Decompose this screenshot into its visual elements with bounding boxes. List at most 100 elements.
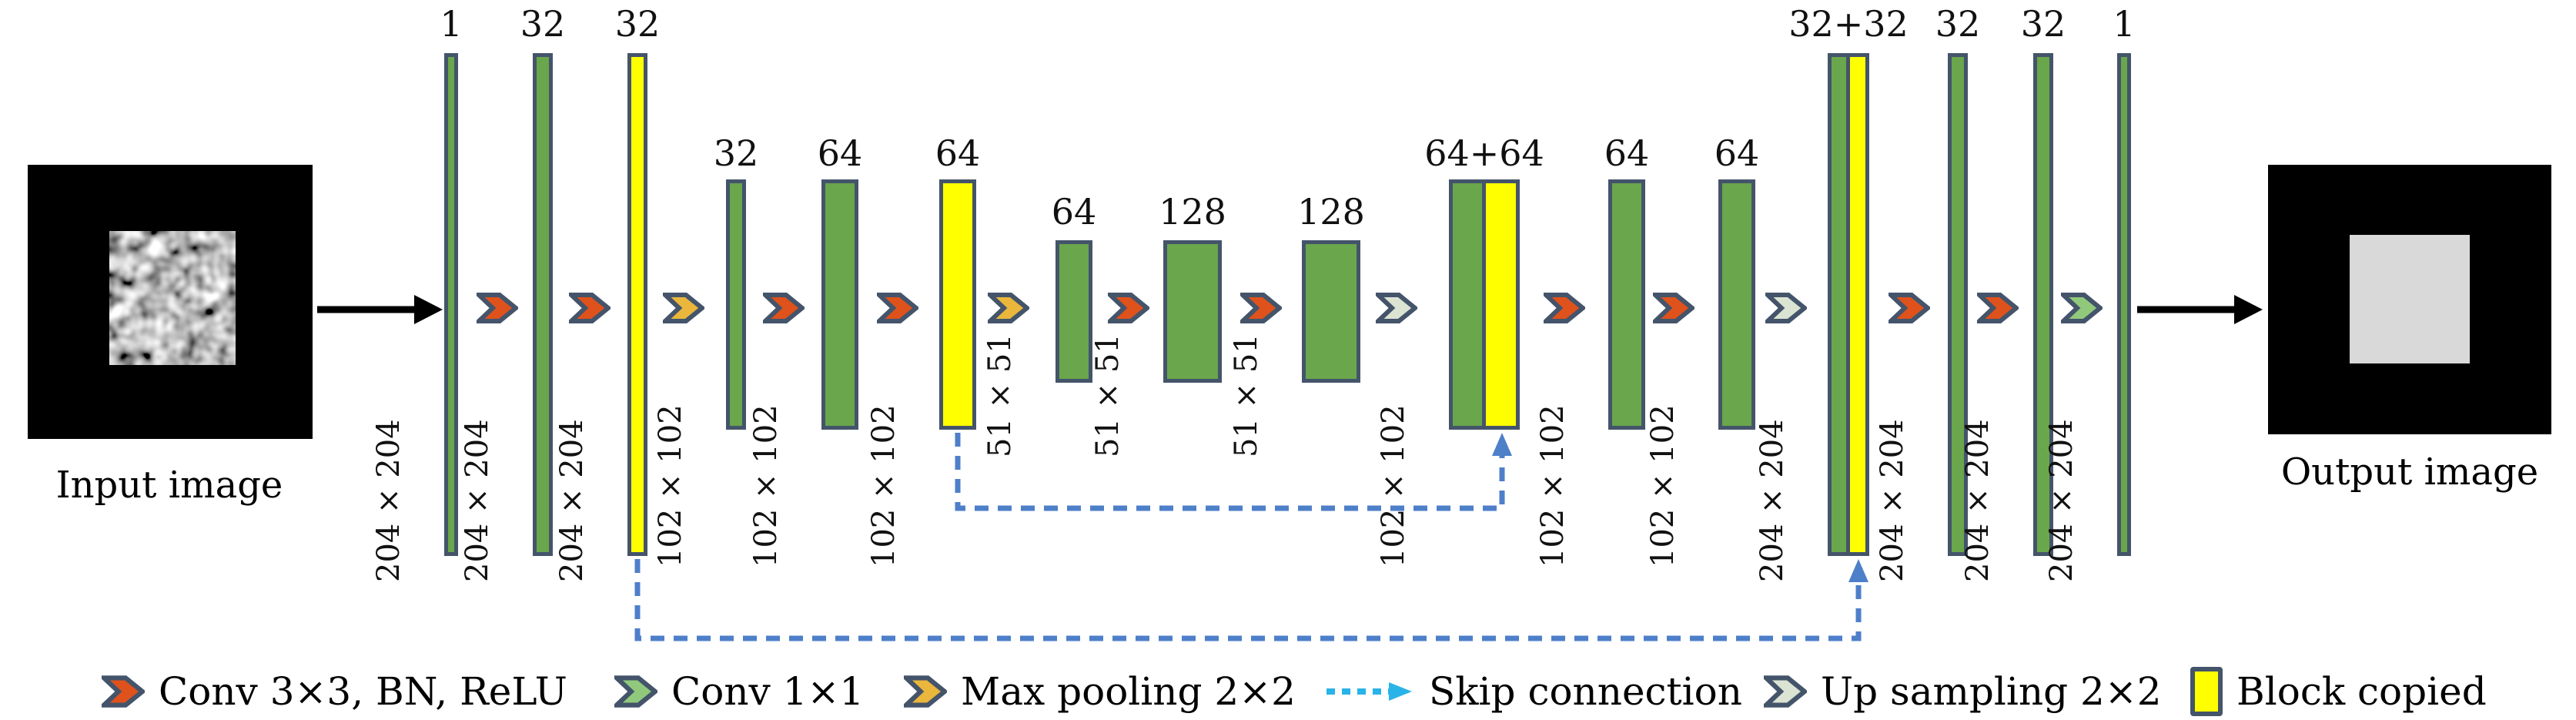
output-caption: Output image <box>2280 450 2539 494</box>
feature-map-bar <box>1163 240 1222 383</box>
channel-count-label: 32 <box>1935 3 1981 45</box>
feature-map-bar <box>1718 179 1755 430</box>
concat-copied-half <box>1847 53 1869 556</box>
channel-count-label: 1 <box>2113 3 2136 45</box>
conv3-chevron-icon <box>1889 293 1930 323</box>
channel-count-label: 64 <box>817 132 863 174</box>
conv3-chevron-icon <box>1240 293 1282 323</box>
concat-conv-half <box>1449 179 1486 430</box>
feature-map-bar <box>1055 240 1092 383</box>
channel-count-label: 32 <box>713 132 759 174</box>
input-image <box>28 165 313 439</box>
concat-conv-half <box>1828 53 1850 556</box>
spatial-size-label: 102 × 102 <box>1376 404 1411 568</box>
conv1-chevron-icon <box>2061 293 2103 323</box>
spatial-size-label: 204 × 204 <box>1960 419 1996 582</box>
maxpool-op <box>663 293 704 323</box>
maxpool-chevron-icon <box>663 293 704 323</box>
conv3-op <box>1977 293 2019 323</box>
feature-map-bar <box>2033 53 2053 556</box>
legend-label: Max pooling 2×2 <box>961 669 1296 714</box>
upsample-legend-swatch <box>1764 675 1807 708</box>
conv1-op <box>2061 293 2103 323</box>
input-caption: Input image <box>55 464 283 507</box>
maxpool-op <box>988 293 1029 323</box>
skip-arrowhead-icon <box>1848 559 1868 582</box>
maxpool-chevron-icon <box>988 293 1029 323</box>
conv3-chevron-icon <box>763 293 805 323</box>
channel-count-label: 32+32 <box>1788 3 1909 45</box>
conv3-chevron-icon <box>102 675 145 708</box>
channel-count-label: 32 <box>614 3 661 45</box>
channel-count-label: 64 <box>1051 191 1097 233</box>
spatial-size-label: 102 × 102 <box>866 404 902 568</box>
conv3-op <box>569 293 611 323</box>
conv3-op <box>1240 293 1282 323</box>
feature-map-bar <box>444 53 458 556</box>
channel-count-label: 1 <box>440 3 463 45</box>
feature-map-bar-concat <box>1449 179 1520 430</box>
channel-count-label: 64+64 <box>1424 132 1544 174</box>
channel-count-label: 64 <box>1604 132 1650 174</box>
upsample-op <box>1376 293 1417 323</box>
spatial-size-label: 204 × 204 <box>460 419 495 582</box>
legend-label: Up sampling 2×2 <box>1821 669 2162 714</box>
upsample-op <box>1765 293 1807 323</box>
skip-connection-inner <box>955 433 1512 511</box>
upsample-chevron-icon <box>1764 675 1807 708</box>
spatial-size-label: 102 × 102 <box>748 404 784 568</box>
spatial-size-label: 51 × 51 <box>1090 333 1126 457</box>
upsample-chevron-icon <box>1765 293 1807 323</box>
channel-count-label: 32 <box>2020 3 2066 45</box>
conv3-op <box>1108 293 1149 323</box>
conv1-legend-swatch <box>614 675 657 708</box>
skip-connection-arrow-icon <box>1326 682 1412 701</box>
feature-map-bar <box>726 179 746 430</box>
conv3-chevron-icon <box>569 293 611 323</box>
conv3-legend-swatch <box>102 675 145 708</box>
conv3-op <box>1653 293 1694 323</box>
channel-count-label: 128 <box>1297 191 1365 233</box>
channel-count-label: 128 <box>1159 191 1226 233</box>
conv3-chevron-icon <box>1544 293 1585 323</box>
legend-label: Skip connection <box>1429 669 1742 714</box>
skip-legend-swatch <box>1324 681 1415 702</box>
output-segmented-square <box>2350 235 2470 363</box>
channel-count-label: 64 <box>1714 132 1760 174</box>
spatial-size-label: 204 × 204 <box>554 419 590 582</box>
legend-label: Conv 3×3, BN, ReLU <box>159 669 567 714</box>
block-copied-swatch-icon <box>2190 667 2223 716</box>
conv3-chevron-icon <box>1977 293 2019 323</box>
concat-copied-half <box>1483 179 1520 430</box>
skip-arrowhead-icon <box>1492 433 1512 456</box>
spatial-size-label: 204 × 204 <box>2044 419 2079 582</box>
conv3-op <box>763 293 805 323</box>
channel-count-label: 32 <box>520 3 566 45</box>
legend-label: Conv 1×1 <box>671 669 865 714</box>
upsample-chevron-icon <box>1376 293 1417 323</box>
skip-connection-outer <box>634 559 1868 641</box>
feature-map-bar <box>821 179 858 430</box>
legend-label: Block copied <box>2236 669 2487 714</box>
feature-map-bar-copied <box>627 53 647 556</box>
conv3-op <box>477 293 518 323</box>
spatial-size-label: 102 × 102 <box>653 404 688 568</box>
feature-map-bar-concat <box>1828 53 1869 556</box>
feature-map-bar <box>1302 240 1360 383</box>
maxpool-legend-swatch <box>904 675 947 708</box>
feature-map-bar <box>2117 53 2131 556</box>
spatial-size-label: 204 × 204 <box>1875 419 1910 582</box>
output-arrow <box>2137 295 2263 324</box>
spatial-size-label: 51 × 51 <box>1229 333 1264 457</box>
conv1-chevron-icon <box>614 675 657 708</box>
maxpool-chevron-icon <box>904 675 947 708</box>
conv3-op <box>1544 293 1585 323</box>
feature-map-bar-copied <box>939 179 976 430</box>
conv3-op <box>1889 293 1930 323</box>
output-image <box>2268 165 2551 434</box>
conv3-op <box>877 293 918 323</box>
feature-map-bar <box>1948 53 1968 556</box>
conv3-chevron-icon <box>477 293 518 323</box>
